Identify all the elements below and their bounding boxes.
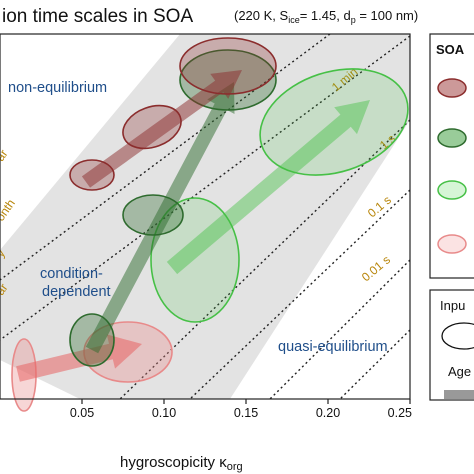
chart-subtitle: (220 K, Sice= 1.45, dp = 100 nm): [234, 8, 418, 25]
x-tick-label: 0.20: [316, 406, 340, 420]
arrow-dark-green: [85, 82, 235, 354]
x-tick-label: 0.05: [70, 406, 94, 420]
timescale-line-1min: [119, 119, 411, 400]
timescale-line-month: [0, 35, 411, 341]
region-label-non-equilibrium: non-equilibrium: [8, 80, 107, 96]
legend-swatch-light-green: [437, 180, 467, 200]
data-marks: [11, 37, 409, 412]
x-axis-label: hygroscopicity κorg: [120, 454, 243, 473]
timescale-line-0p01s: [339, 329, 411, 400]
timescale-line-year: [0, 33, 331, 281]
legend-aged-arrow: [444, 390, 474, 399]
legend-key-box: [429, 289, 474, 401]
x-tick-label: 0.25: [388, 406, 412, 420]
timescale-label-ar-bottom: ar: [0, 281, 11, 298]
legend-swatch-dark-green: [437, 128, 467, 148]
timescale-lines: [0, 33, 411, 400]
timescale-label-ar-top: ar: [0, 147, 11, 164]
plot-frame: [0, 33, 411, 400]
arrow-light-red: [16, 334, 142, 382]
region-label-quasi-equilibrium: quasi-equilibrium: [278, 339, 388, 355]
x-tick-label: 0.15: [234, 406, 258, 420]
legend-input-ellipse: [441, 322, 474, 350]
arrow-dark-red: [81, 70, 243, 188]
timescale-label-y: y: [0, 247, 8, 260]
legend-swatch-light-red: [437, 234, 467, 254]
x-tick-label: 0.10: [152, 406, 176, 420]
chart-title: ion time scales in SOA: [2, 6, 193, 27]
region-label-condition: condition-: [40, 266, 103, 282]
legend-title: SOA: [436, 42, 465, 57]
legend: SOA Inpu Age: [429, 33, 474, 401]
x-axis: 0.05 0.10 0.15 0.20 0.25: [70, 399, 412, 420]
ellipse-light-green-1: [259, 68, 409, 176]
legend-swatch-dark-red: [437, 78, 467, 98]
arrow-light-green: [166, 100, 370, 275]
legend-input-label: Inpu: [440, 298, 465, 313]
region-label-dependent: dependent: [42, 284, 111, 300]
timescale-line-1s: [189, 189, 411, 400]
condition-dependent-band: [0, 34, 410, 399]
legend-aged-label: Age: [448, 364, 471, 379]
